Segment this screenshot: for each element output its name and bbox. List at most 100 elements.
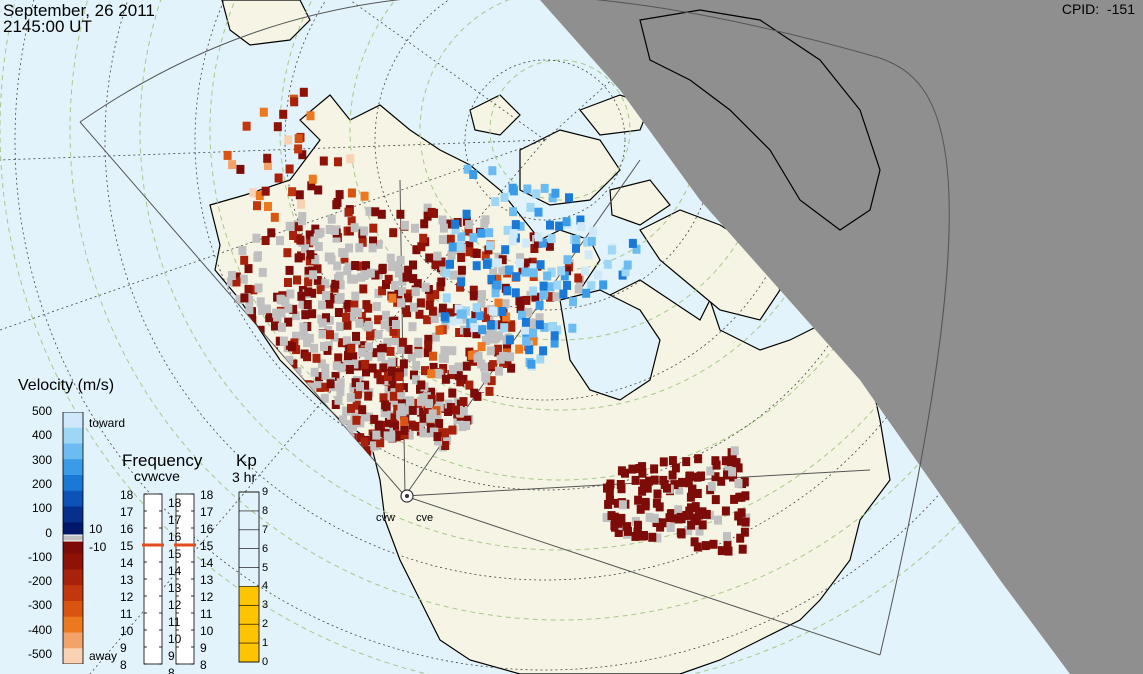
echo-cell <box>740 527 749 537</box>
echo-cell <box>227 271 236 280</box>
echo-cell <box>532 189 541 199</box>
velocity-tick-label: -500 <box>27 647 52 661</box>
velocity-tick-label: 0 <box>45 525 52 540</box>
echo-cell <box>329 440 338 450</box>
echo-cell <box>503 286 512 296</box>
echo-cell <box>378 265 387 275</box>
echo-cell <box>321 382 330 392</box>
echo-cell <box>486 346 495 356</box>
echo-cell <box>415 422 424 432</box>
echo-cell <box>686 471 694 481</box>
echo-cell <box>229 384 238 393</box>
echo-cell <box>303 415 312 425</box>
echo-cell <box>489 360 498 370</box>
echo-cell <box>485 386 494 396</box>
echo-cell <box>737 516 745 526</box>
echo-cell <box>228 369 237 379</box>
echo-cell <box>563 255 572 265</box>
echo-cell <box>509 207 518 217</box>
echo-cell <box>425 399 434 409</box>
kp-tick-label: 4 <box>262 580 269 593</box>
echo-cell <box>403 405 412 415</box>
radar-site-markers <box>400 489 414 503</box>
echo-cell <box>333 261 342 271</box>
echo-cell <box>292 345 301 355</box>
echo-cell <box>447 308 455 318</box>
echo-cell <box>433 432 442 442</box>
echo-cell <box>253 201 261 211</box>
echo-cell <box>331 371 340 381</box>
echo-cell <box>354 446 363 456</box>
echo-cell <box>411 421 420 431</box>
echo-cell <box>539 346 548 356</box>
echo-cell <box>344 207 353 217</box>
echo-cell <box>546 292 554 302</box>
velocity-color-swatch <box>63 412 83 429</box>
echo-cell <box>282 385 291 395</box>
echo-cell <box>318 329 327 339</box>
echo-cell <box>223 301 231 311</box>
echo-cell <box>424 334 433 344</box>
echo-cell <box>457 232 466 242</box>
kp-bar <box>238 491 260 663</box>
echo-cell <box>297 199 306 209</box>
echo-cell <box>355 318 364 328</box>
echo-cell <box>341 452 350 462</box>
echo-cell <box>515 258 524 268</box>
velocity-color-swatch <box>63 585 83 602</box>
echo-cell <box>617 513 626 523</box>
radar-label-cvw: cvw <box>376 512 395 524</box>
echo-cell <box>482 313 490 322</box>
echo-cell <box>326 330 334 340</box>
echo-cell <box>354 449 363 459</box>
echo-cell <box>310 437 319 447</box>
frequency-tick-label: 18 <box>168 496 182 510</box>
echo-cell <box>356 382 364 392</box>
velocity-tick-label: 300 <box>31 452 52 467</box>
velocity-color-swatch <box>63 648 83 664</box>
echo-cell <box>267 228 276 238</box>
echo-cell <box>289 304 298 314</box>
echo-cell <box>314 242 323 251</box>
echo-cell <box>429 362 438 372</box>
echo-cell <box>507 363 516 373</box>
echo-cell <box>516 304 525 313</box>
echo-cell <box>454 315 463 325</box>
echo-cell <box>257 360 266 370</box>
echo-cell <box>362 300 371 310</box>
frequency-tick-label: 8 <box>120 658 127 672</box>
echo-cell <box>315 416 324 426</box>
echo-cell <box>721 456 730 466</box>
echo-cell <box>621 267 630 277</box>
echo-cell <box>176 298 185 308</box>
echo-cell <box>574 284 583 294</box>
velocity-tick-label: -200 <box>27 574 52 589</box>
echo-cell <box>534 238 542 248</box>
echo-cell <box>727 457 735 467</box>
echo-cell <box>396 345 405 355</box>
echo-cell <box>419 428 428 438</box>
echo-cell <box>371 270 380 280</box>
echo-cell <box>423 203 432 213</box>
echo-cell <box>409 260 417 270</box>
echo-cell <box>355 243 364 253</box>
echo-cell <box>688 484 697 494</box>
echo-cell <box>419 413 428 423</box>
echo-cell <box>392 261 401 271</box>
echo-cell <box>284 303 293 313</box>
echo-cell <box>523 258 532 268</box>
velocity-tick-label: -100 <box>27 549 52 564</box>
echo-cell <box>265 355 274 365</box>
echo-cell <box>380 408 389 418</box>
echo-cell <box>271 321 279 331</box>
echo-cell <box>278 383 287 393</box>
frequency-tick-label: 18 <box>200 488 214 502</box>
echo-cell <box>180 297 189 307</box>
echo-cell <box>386 346 395 356</box>
echo-cell <box>415 309 424 319</box>
echo-cell <box>235 295 244 305</box>
echo-cell <box>469 170 478 179</box>
echo-cell <box>365 412 373 422</box>
echo-cell <box>501 245 510 255</box>
